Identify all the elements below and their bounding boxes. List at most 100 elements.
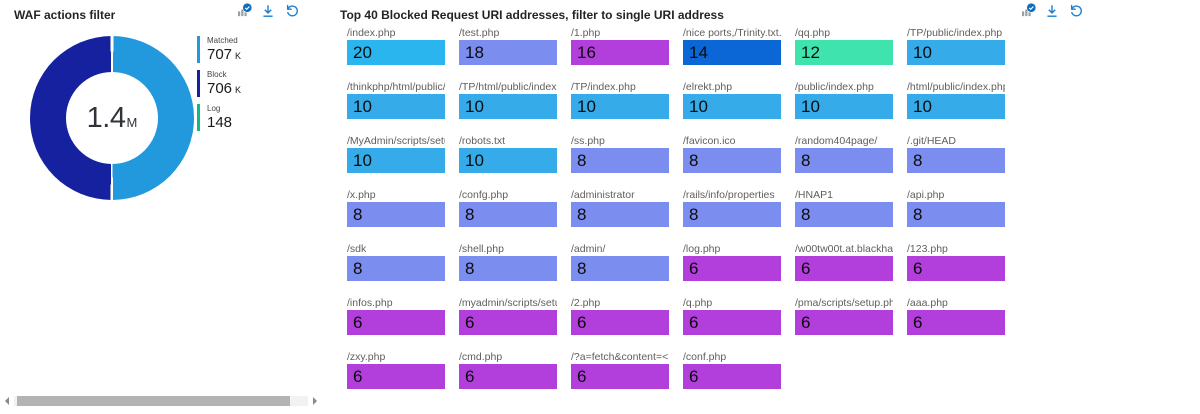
uri-tile-label: /aaa.php: [907, 297, 948, 309]
uri-tile[interactable]: /thinkphp/html/public/i... 10: [347, 80, 445, 119]
uri-tile[interactable]: /random404page/ 8: [795, 134, 893, 173]
horizontal-scrollbar[interactable]: [2, 395, 320, 407]
uri-tile[interactable]: /rails/info/properties 8: [683, 188, 781, 227]
waf-panel-title: WAF actions filter: [14, 8, 116, 22]
uri-tile[interactable]: /api.php 8: [907, 188, 1005, 227]
uri-tile[interactable]: /myadmin/scripts/setup... 6: [459, 296, 557, 335]
undo-button[interactable]: [1066, 3, 1086, 23]
uri-tile[interactable]: /2.php 6: [571, 296, 669, 335]
uri-tile[interactable]: /aaa.php 6: [907, 296, 1005, 335]
uri-tile-value: 6: [683, 364, 781, 389]
legend-color-bar: [197, 70, 200, 97]
scroll-left-button[interactable]: [2, 395, 12, 407]
uri-tile-value: 8: [907, 202, 1005, 227]
scrollbar-thumb[interactable]: [16, 396, 291, 406]
uri-tile-label: /TP/html/public/index.p...: [459, 81, 557, 93]
download-button[interactable]: [1042, 3, 1062, 23]
uri-tile[interactable]: /cmd.php 6: [459, 350, 557, 389]
legend-value: 706 K: [207, 80, 241, 97]
uri-tile-label: /.git/HEAD: [907, 135, 957, 147]
legend-label: Log: [207, 104, 221, 113]
uri-tile[interactable]: /conf.php 6: [683, 350, 781, 389]
uri-tile[interactable]: /?a=fetch&content=<p... 6: [571, 350, 669, 389]
open-in-logs-button[interactable]: [1018, 3, 1038, 23]
uri-tile-value: 14: [683, 40, 781, 65]
uri-tile[interactable]: /public/index.php 10: [795, 80, 893, 119]
uri-tile-value: 8: [683, 148, 781, 173]
uri-tile-label: /ss.php: [571, 135, 605, 147]
uri-tile[interactable]: /index.php 20: [347, 26, 445, 65]
uri-tile[interactable]: /qq.php 12: [795, 26, 893, 65]
undo-icon: [285, 3, 300, 23]
uri-tile-value: 16: [571, 40, 669, 65]
uri-tile[interactable]: /.git/HEAD 8: [907, 134, 1005, 173]
uri-tile[interactable]: /log.php 6: [683, 242, 781, 281]
download-icon: [1045, 4, 1059, 23]
waf-actions-panel: WAF actions filter: [0, 0, 330, 414]
uri-tile[interactable]: /robots.txt 10: [459, 134, 557, 173]
uri-tile[interactable]: /zxy.php 6: [347, 350, 445, 389]
legend-value-unit: K: [235, 51, 242, 61]
uri-tile-label: /elrekt.php: [683, 81, 733, 93]
open-in-logs-icon: [237, 3, 252, 23]
waf-panel-toolbar: [234, 3, 302, 23]
uri-tile[interactable]: /administrator 8: [571, 188, 669, 227]
uri-tile-value: 6: [459, 364, 557, 389]
legend-item: Block 706 K: [197, 70, 241, 97]
uri-tile[interactable]: /ss.php 8: [571, 134, 669, 173]
uri-tile-label: /public/index.php: [795, 81, 874, 93]
uri-tile[interactable]: /html/public/index.php 10: [907, 80, 1005, 119]
uri-tile[interactable]: /confg.php 8: [459, 188, 557, 227]
uri-tile[interactable]: /infos.php 6: [347, 296, 445, 335]
uri-tile[interactable]: /elrekt.php 10: [683, 80, 781, 119]
uri-tile-label: /MyAdmin/scripts/setu...: [347, 135, 445, 147]
uri-tile[interactable]: /x.php 8: [347, 188, 445, 227]
uri-tile-label: /w00tw00t.at.blackhats.r...: [795, 243, 893, 255]
uri-tile[interactable]: /nice ports,/Trinity.txt.bak 14: [683, 26, 781, 65]
uri-tile-value: 10: [571, 94, 669, 119]
uri-tile-label: /shell.php: [459, 243, 504, 255]
uri-tile[interactable]: /sdk 8: [347, 242, 445, 281]
uri-tile[interactable]: /1.php 16: [571, 26, 669, 65]
uri-tile[interactable]: /TP/public/index.php 10: [907, 26, 1005, 65]
uri-tile-value: 6: [459, 310, 557, 335]
legend-item: Log 148: [197, 104, 241, 131]
uri-tile[interactable]: /HNAP1 8: [795, 188, 893, 227]
uri-tile-value: 6: [347, 310, 445, 335]
donut-chart[interactable]: 1.4 M: [30, 36, 194, 200]
uri-tile-grid: /index.php 20 /test.php 18 /1.php 16 /ni…: [347, 26, 1005, 389]
uri-tile-value: 8: [459, 256, 557, 281]
uri-tile[interactable]: /MyAdmin/scripts/setu... 10: [347, 134, 445, 173]
top-uri-panel: Top 40 Blocked Request URI addresses, fi…: [330, 0, 1200, 414]
uri-tile[interactable]: /pma/scripts/setup.php 6: [795, 296, 893, 335]
donut-total-value: 1.4: [86, 101, 126, 134]
undo-button[interactable]: [282, 3, 302, 23]
scroll-right-button[interactable]: [310, 395, 320, 407]
uri-tile[interactable]: /test.php 18: [459, 26, 557, 65]
uri-tile-value: 10: [907, 94, 1005, 119]
uri-tile-value: 6: [683, 310, 781, 335]
uri-tile[interactable]: /shell.php 8: [459, 242, 557, 281]
uri-tile-value: 10: [459, 94, 557, 119]
uri-tile-label: /?a=fetch&content=<p...: [571, 351, 669, 363]
uri-tile[interactable]: /TP/html/public/index.p... 10: [459, 80, 557, 119]
uri-tile-value: 8: [795, 202, 893, 227]
scrollbar-track[interactable]: [14, 396, 308, 406]
uri-tile-label: /confg.php: [459, 189, 509, 201]
uri-tile[interactable]: /w00tw00t.at.blackhats.r... 6: [795, 242, 893, 281]
legend-item: Matched 707 K: [197, 36, 241, 63]
uri-tile-label: /myadmin/scripts/setup...: [459, 297, 557, 309]
uri-tile-value: 6: [571, 310, 669, 335]
download-button[interactable]: [258, 3, 278, 23]
uri-tile[interactable]: /123.php 6: [907, 242, 1005, 281]
legend-label: Matched: [207, 36, 238, 45]
open-in-logs-icon: [1021, 3, 1036, 23]
uri-tile-label: /random404page/: [795, 135, 878, 147]
open-in-logs-button[interactable]: [234, 3, 254, 23]
uri-tile[interactable]: /TP/index.php 10: [571, 80, 669, 119]
uri-tile[interactable]: /admin/ 8: [571, 242, 669, 281]
uri-tile[interactable]: /favicon.ico 8: [683, 134, 781, 173]
uri-tile[interactable]: /q.php 6: [683, 296, 781, 335]
uri-tile-label: /1.php: [571, 27, 601, 39]
